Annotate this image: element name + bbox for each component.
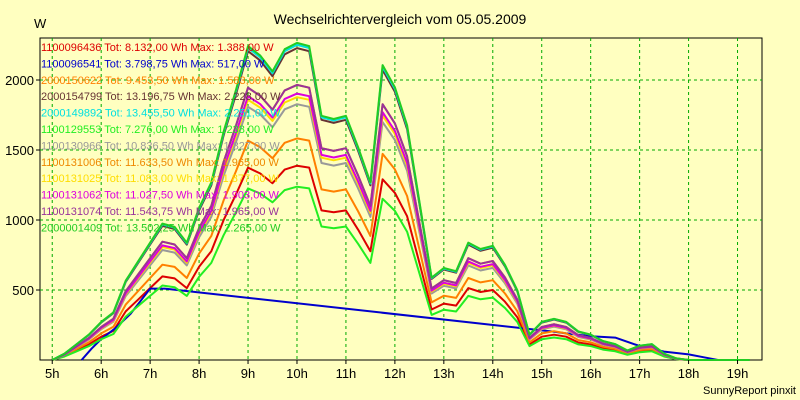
axis-ticks: 5h 6h 7h 8h 9h 10h 11h 12h 13h 14h 15h 16h 17h 18h 19h… <box>5 73 748 381</box>
legend-entry: 2000001409 Tot: 13.502,25 Wh Max: 2.265,… <box>41 222 281 234</box>
series-line-3 <box>51 137 750 361</box>
legend-entry: 2000149892 Tot: 13.455,50 Wh Max: 2.251,… <box>41 108 281 120</box>
y-tick-label: 2000 <box>5 73 34 88</box>
x-tick-label: 12h <box>384 366 406 381</box>
x-tick-label: 11h <box>336 366 357 381</box>
legend-entry: 1100131074 Tot: 11.543,75 Wh Max: 1.965,… <box>41 206 280 218</box>
y-tick-label: 500 <box>12 283 34 298</box>
x-tick-label: 8h <box>192 366 206 381</box>
x-tick-label: 14h <box>482 366 504 381</box>
x-tick-label: 5h <box>45 366 59 381</box>
series-line-6 <box>51 185 750 361</box>
legend-entry: 2000154799 Tot: 13.196,75 Wh Max: 2.228,… <box>41 91 281 103</box>
legend-entry: 1100131025 Tot: 11.083,00 Wh Max: 1.877,… <box>41 173 280 185</box>
series-line-12 <box>51 41 750 361</box>
x-tick-label: 9h <box>241 366 255 381</box>
series-line-11 <box>51 83 750 361</box>
x-tick-label: 18h <box>678 366 700 381</box>
chart-title: Wechselrichtervergleich vom 05.05.2009 <box>274 11 527 27</box>
legend-entry: 2000150622 Tot: 9.453,50 Wh Max: 1.583,0… <box>41 75 275 87</box>
plot-area <box>39 37 763 361</box>
y-tick-label: 1500 <box>5 143 34 158</box>
x-tick-label: 16h <box>580 366 602 381</box>
legend: 1100096436 Tot: 8.132,00 Wh Max: 1.388,0… <box>41 42 281 234</box>
y-tick-label: 1000 <box>5 213 34 228</box>
legend-entry: 1100130966 Tot: 10.836,50 Wh Max: 1.827,… <box>41 140 280 152</box>
series-layer <box>51 41 750 361</box>
legend-entry: 1100096541 Tot: 3.798,75 Wh Max: 517,00 … <box>41 58 265 70</box>
x-tick-label: 19h <box>727 366 749 381</box>
credit-text: SunnyReport pinxit <box>703 385 796 397</box>
x-tick-label: 7h <box>143 366 157 381</box>
legend-entry: 1100129553 Tot: 7.276,00 Wh Max: 1.238,0… <box>41 124 274 136</box>
y-axis-label: W <box>34 16 47 31</box>
legend-entry: 1100131006 Tot: 11.633,50 Wh Max: 1.965,… <box>41 157 280 169</box>
x-tick-label: 13h <box>433 366 455 381</box>
x-tick-label: 17h <box>629 366 651 381</box>
legend-entry: 1100131062 Tot: 11.027,50 Wh Max: 1.903,… <box>41 190 280 202</box>
x-tick-label: 6h <box>94 366 108 381</box>
x-tick-label: 10h <box>286 366 308 381</box>
x-tick-label: 15h <box>531 366 553 381</box>
legend-entry: 1100096436 Tot: 8.132,00 Wh Max: 1.388,0… <box>41 42 274 54</box>
